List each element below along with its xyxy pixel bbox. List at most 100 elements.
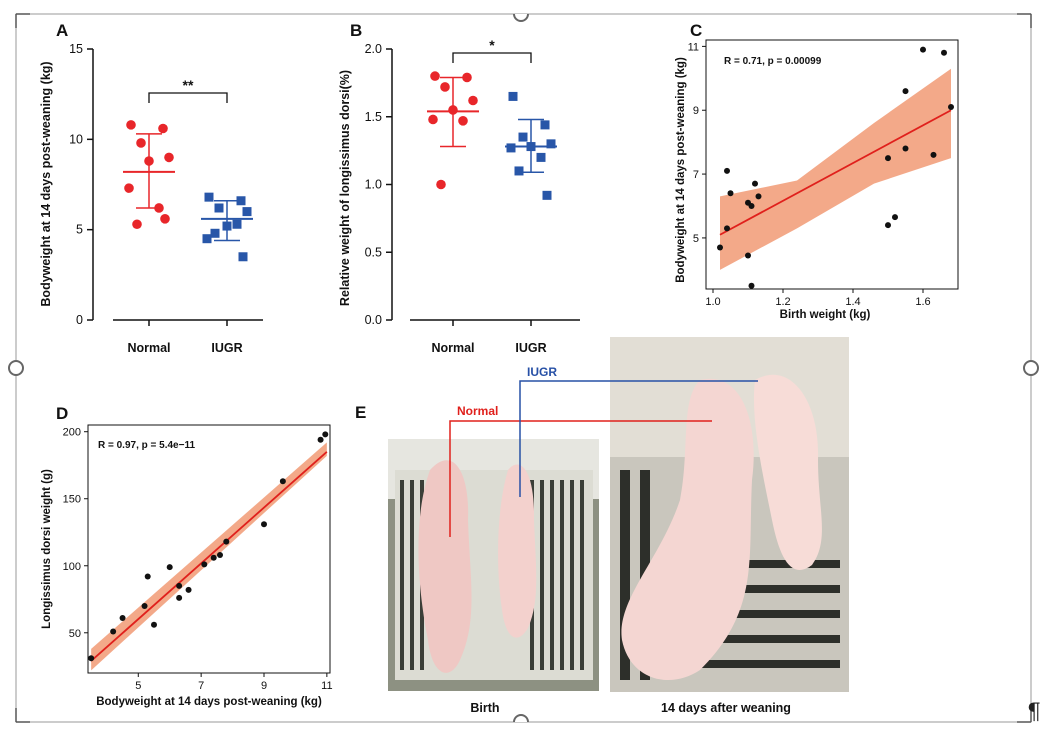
data-point: [930, 151, 937, 158]
data-point: [745, 252, 751, 259]
resize-handle-right[interactable]: [1023, 360, 1039, 376]
x-tick-label: 1.0: [705, 296, 720, 308]
x-tick-label: 7: [198, 680, 204, 692]
data-point-iugr: [222, 221, 232, 231]
data-point: [755, 193, 762, 200]
data-point: [151, 621, 157, 628]
y-tick-label: 0.0: [365, 313, 382, 327]
data-point: [217, 552, 223, 559]
y-tick-label: 11: [688, 41, 699, 53]
regression-line: [90, 451, 328, 662]
data-point: [902, 145, 909, 152]
bracket-line: [148, 92, 228, 103]
data-point: [141, 602, 148, 609]
data-point: [885, 222, 891, 229]
data-point: [724, 225, 730, 232]
data-point: [110, 628, 117, 635]
y-tick-label: 7: [693, 169, 699, 181]
data-points: [717, 46, 954, 289]
panel-letter-c: C: [690, 21, 702, 40]
data-points: [123, 120, 253, 262]
x-ticks: 5 7 9 11: [135, 673, 333, 692]
y-tick-label: 1.0: [365, 178, 382, 192]
x-tick-label: 1.2: [775, 296, 790, 308]
data-point: [185, 586, 192, 593]
y-tick-label: 2.0: [365, 42, 382, 56]
data-point-iugr: [540, 120, 550, 130]
y-axis-title: Bodyweight at 14 days post-weaning (kg): [675, 57, 687, 283]
data-point-normal: [164, 152, 174, 163]
x-category-label: IUGR: [515, 341, 546, 355]
y-tick-label: 100: [63, 561, 81, 573]
data-point: [941, 49, 947, 56]
resize-handle-bottom[interactable]: [513, 714, 529, 723]
x-axis-title: Bodyweight at 14 days post-weaning (kg): [96, 696, 322, 708]
significance-label: **: [183, 77, 194, 93]
fit-line: [90, 451, 328, 662]
data-point: [210, 554, 217, 561]
data-point: [748, 203, 755, 209]
y-ticks: 50 100 150 200: [63, 427, 88, 640]
data-point-iugr: [506, 143, 516, 153]
data-point-normal: [428, 114, 438, 125]
data-point: [752, 180, 758, 187]
x-ticks: 1.0 1.2 1.4 1.6: [705, 289, 931, 308]
bracket-line: [452, 52, 532, 63]
label-normal-callout: Normal: [449, 404, 712, 537]
piglet-iugr: [498, 464, 537, 638]
plot-frame: [87, 424, 331, 674]
data-point: [317, 436, 324, 443]
x-category-label: IUGR: [211, 341, 242, 355]
x-categories: Normal IUGR: [431, 320, 547, 355]
data-points: [427, 71, 557, 200]
label-normal: Normal: [457, 404, 498, 418]
data-point-iugr: [526, 142, 536, 152]
data-point-normal: [136, 138, 146, 148]
data-point-iugr: [204, 192, 214, 202]
label-iugr: IUGR: [527, 365, 557, 379]
data-point-normal: [430, 71, 440, 81]
significance-label: *: [489, 37, 495, 53]
chart-b: Relative weight of longissimus dorsi(%) …: [338, 37, 580, 355]
data-point: [176, 582, 183, 589]
data-point-normal: [448, 105, 458, 115]
x-tick-label: 9: [261, 680, 267, 692]
y-tick-label: 0.5: [365, 245, 382, 259]
data-point-iugr: [232, 219, 242, 229]
data-point: [279, 478, 286, 485]
confidence-band-area: [720, 68, 951, 270]
data-point-normal: [440, 82, 450, 92]
data-point-normal: [126, 120, 136, 130]
plot-frame: [705, 39, 959, 290]
data-point: [261, 521, 267, 528]
data-point: [119, 615, 126, 622]
data-point: [201, 561, 208, 568]
y-tick-label: 1.5: [365, 110, 382, 124]
panel-letter-a: A: [56, 21, 68, 40]
resize-handle-left[interactable]: [8, 360, 24, 376]
panel-letter-e: E: [355, 403, 366, 422]
y-tick-label: 50: [69, 628, 81, 640]
data-point: [727, 190, 734, 197]
data-point-normal: [158, 123, 168, 134]
significance-bracket: *: [452, 37, 532, 63]
correlation-annotation: R = 0.71, p = 0.00099: [724, 56, 822, 67]
data-point-normal: [124, 183, 134, 193]
regression-line: [719, 109, 952, 236]
data-point-iugr: [542, 190, 552, 200]
data-point-normal: [144, 156, 154, 166]
chart-c: 5 7 9 11 1.0 1.2 1.4 1.6 R = 0.71, p = 0.00099…: [675, 39, 959, 321]
data-point-iugr: [238, 252, 248, 262]
resize-handle-top[interactable]: [513, 13, 529, 22]
y-tick-label: 200: [63, 427, 81, 439]
data-point: [948, 104, 954, 111]
data-point: [885, 155, 891, 162]
paragraph-mark: ¶: [1027, 700, 1041, 725]
photo-birth: [388, 439, 599, 691]
y-tick-label: 0: [76, 313, 83, 327]
data-point: [322, 431, 329, 438]
y-tick-label: 5: [76, 223, 83, 237]
data-point-iugr: [214, 203, 224, 213]
chart-a: Bodyweight at 14 days post-weaning (kg) …: [39, 42, 263, 355]
